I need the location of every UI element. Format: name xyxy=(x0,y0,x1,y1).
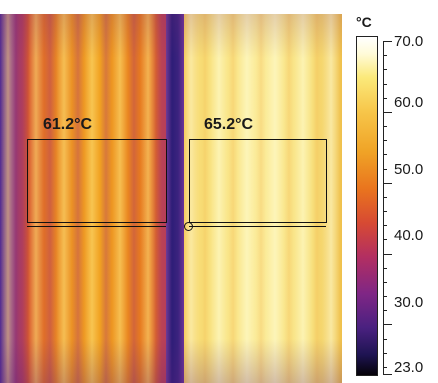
scale-label-50: 50.0 xyxy=(394,161,424,178)
measurement-label-left: 61.2°C xyxy=(43,116,93,133)
scale-minor-tick xyxy=(383,296,387,297)
scale-minor-tick xyxy=(383,169,387,170)
scale-minor-tick xyxy=(383,69,387,70)
right-panel-hot-area xyxy=(182,14,342,383)
left-panel-hot-area xyxy=(0,14,170,383)
scale-major-tick xyxy=(383,183,392,184)
scale-minor-tick xyxy=(383,268,387,269)
scale-minor-tick xyxy=(383,310,387,311)
scale-minor-tick xyxy=(383,339,387,340)
scale-axis-line xyxy=(383,41,384,374)
scale-minor-tick xyxy=(383,282,387,283)
scale-label-23: 23.0 xyxy=(394,359,424,376)
scale-minor-tick xyxy=(383,239,387,240)
scale-minor-tick xyxy=(383,154,387,155)
scale-major-tick xyxy=(383,112,392,113)
scale-major-tick xyxy=(383,254,392,255)
cool-divider-strip xyxy=(166,14,184,383)
measurement-label-right: 65.2°C xyxy=(204,116,254,133)
marker-point-icon[interactable] xyxy=(184,222,193,231)
scale-minor-tick xyxy=(383,197,387,198)
scale-minor-tick xyxy=(383,98,387,99)
scale-major-tick xyxy=(383,41,392,42)
scale-unit: °C xyxy=(356,14,372,30)
scale-minor-tick xyxy=(383,140,387,141)
scale-label-30: 30.0 xyxy=(394,294,424,311)
scale-minor-tick xyxy=(383,211,387,212)
color-scale-bar xyxy=(356,36,378,376)
scale-label-60: 60.0 xyxy=(394,94,424,111)
scale-label-40: 40.0 xyxy=(394,227,424,244)
scale-minor-tick xyxy=(383,84,387,85)
scale-minor-tick xyxy=(383,126,387,127)
scale-minor-tick xyxy=(383,225,387,226)
measurement-box-left[interactable] xyxy=(27,139,167,223)
scale-major-tick xyxy=(383,374,392,375)
scale-minor-tick xyxy=(383,55,387,56)
scale-major-tick xyxy=(383,324,392,325)
measurement-underline-right xyxy=(189,226,326,227)
measurement-box-right[interactable] xyxy=(189,139,327,223)
scale-label-70: 70.0 xyxy=(394,33,424,50)
scale-minor-tick xyxy=(383,353,387,354)
scale-minor-tick xyxy=(383,367,387,368)
measurement-underline-left xyxy=(27,226,166,227)
